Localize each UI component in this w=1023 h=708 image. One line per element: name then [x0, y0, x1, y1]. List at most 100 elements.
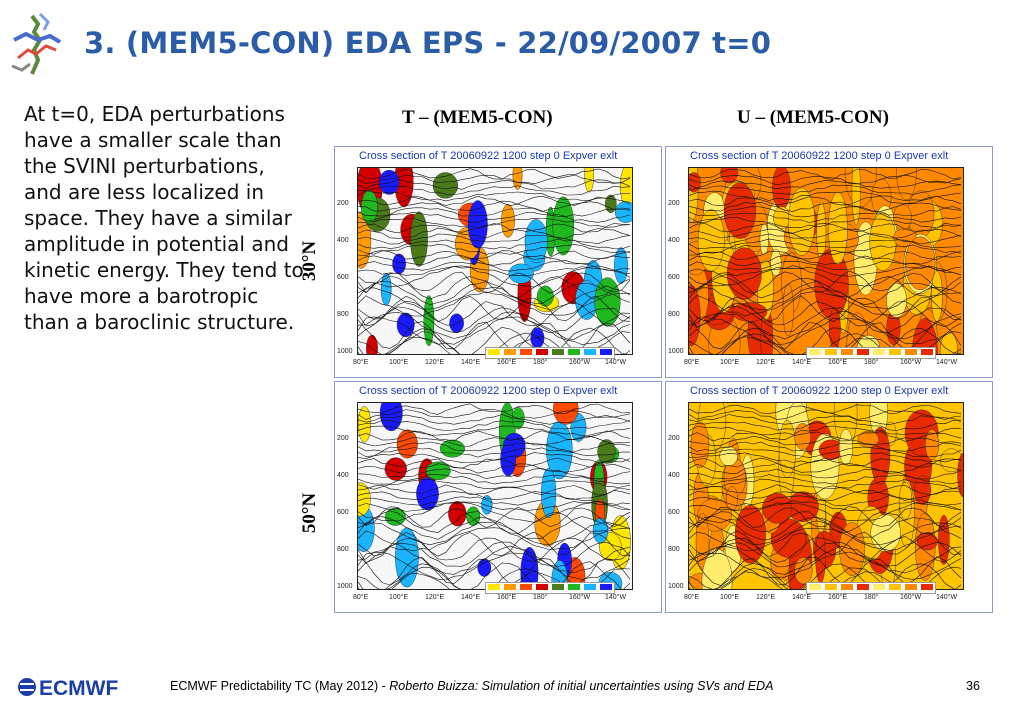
x-tick-label: 140°W — [605, 594, 627, 601]
contour-blob — [500, 441, 517, 477]
x-tick-label: 160°W — [900, 359, 922, 366]
isoline — [358, 468, 631, 480]
contour-blob — [439, 439, 465, 458]
isoline — [358, 200, 631, 213]
y-tick-label: 800 — [668, 546, 680, 553]
isoline — [358, 223, 631, 234]
x-tick-label: 180° — [533, 594, 548, 601]
contour-blob — [794, 423, 811, 450]
isoline — [689, 233, 962, 245]
legend-swatch — [841, 349, 853, 355]
x-tick-label: 120°E — [425, 594, 445, 601]
row-header-50n: 50°N — [299, 492, 321, 534]
x-tick-label: 180° — [864, 594, 879, 601]
isoline — [689, 563, 956, 589]
isoline — [358, 409, 631, 421]
contour-blob — [870, 514, 901, 552]
contour-blob — [467, 200, 488, 249]
ecmwf-emblem-icon — [4, 10, 66, 82]
x-tick-label: 120°E — [756, 594, 776, 601]
slide-title: 3. (MEM5-CON) EDA EPS - 22/09/2007 t=0 — [84, 26, 772, 60]
legend-swatch — [873, 584, 885, 590]
y-tick-label: 400 — [668, 237, 680, 244]
contour-blob — [584, 168, 594, 193]
isoline — [358, 271, 631, 294]
isoline — [689, 446, 962, 458]
x-tick-label: 160°E — [828, 359, 848, 366]
legend-swatch — [905, 349, 917, 355]
isoline — [689, 501, 962, 524]
isoline — [689, 301, 962, 329]
isoline — [358, 457, 631, 469]
legend-swatch — [809, 349, 821, 355]
isoline — [689, 266, 962, 277]
isoline — [689, 265, 962, 287]
isoline — [689, 310, 962, 340]
legend-swatch — [809, 584, 821, 590]
isoline — [689, 275, 962, 299]
isoline — [358, 281, 631, 306]
isoline — [689, 506, 962, 529]
isoline — [358, 484, 631, 496]
contour-blob — [477, 558, 492, 577]
x-tick-label: 100°E — [389, 594, 409, 601]
contour-blob — [604, 194, 617, 213]
isoline — [358, 545, 631, 575]
isoline — [689, 201, 962, 212]
color-legend — [806, 582, 936, 594]
isoline — [358, 321, 631, 351]
isoline — [689, 500, 962, 512]
isoline — [689, 295, 961, 322]
legend-swatch — [488, 349, 500, 355]
isoline — [689, 515, 962, 540]
isoline — [358, 463, 631, 474]
isoline — [689, 280, 962, 306]
isoline — [358, 561, 622, 589]
isoline — [689, 414, 962, 426]
isoline — [689, 206, 962, 218]
panel-title: Cross section of T 20060922 1200 step 0 … — [690, 150, 949, 162]
footer-org-text: ECMWF — [39, 677, 118, 700]
isoline — [689, 462, 962, 474]
footer-text: ECMWF Predictability TC (May 2012) - Rob… — [170, 679, 774, 693]
isoline — [689, 238, 962, 249]
isoline — [358, 479, 631, 490]
isoline — [358, 527, 631, 552]
page-number: 36 — [966, 679, 980, 693]
contour-blob — [378, 169, 400, 195]
legend-swatch — [536, 584, 548, 590]
contour-blob — [905, 236, 936, 291]
isoline — [358, 254, 631, 266]
column-header-u: U – (MEM5-CON) — [737, 107, 889, 128]
isoline — [358, 441, 631, 453]
x-tick-label: 160°W — [900, 594, 922, 601]
y-tick-label: 200 — [337, 200, 349, 207]
isoline — [358, 275, 631, 300]
isoline — [358, 295, 631, 322]
y-tick-label: 200 — [668, 435, 680, 442]
isoline — [689, 457, 962, 469]
isoline — [358, 506, 631, 529]
legend-swatch — [600, 584, 612, 590]
isoline — [689, 260, 962, 272]
legend-swatch — [825, 349, 837, 355]
x-tick-label: 140°W — [936, 594, 958, 601]
x-tick-label: 100°E — [389, 359, 409, 366]
isoline — [358, 557, 631, 586]
contour-plot — [688, 402, 964, 590]
legend-swatch — [825, 584, 837, 590]
contour-blob — [614, 247, 628, 284]
isoline — [689, 489, 962, 501]
contour-blob — [358, 406, 371, 443]
contour-blob — [416, 477, 439, 511]
y-tick-label: 1000 — [668, 583, 684, 590]
legend-swatch — [568, 349, 580, 355]
contour-blob — [697, 209, 725, 272]
isoline — [358, 336, 631, 354]
legend-swatch — [552, 349, 564, 355]
y-tick-label: 800 — [668, 311, 680, 318]
legend-swatch — [504, 349, 516, 355]
contour-blob — [723, 182, 757, 239]
isoline — [358, 531, 630, 557]
contour-blob — [614, 201, 632, 223]
